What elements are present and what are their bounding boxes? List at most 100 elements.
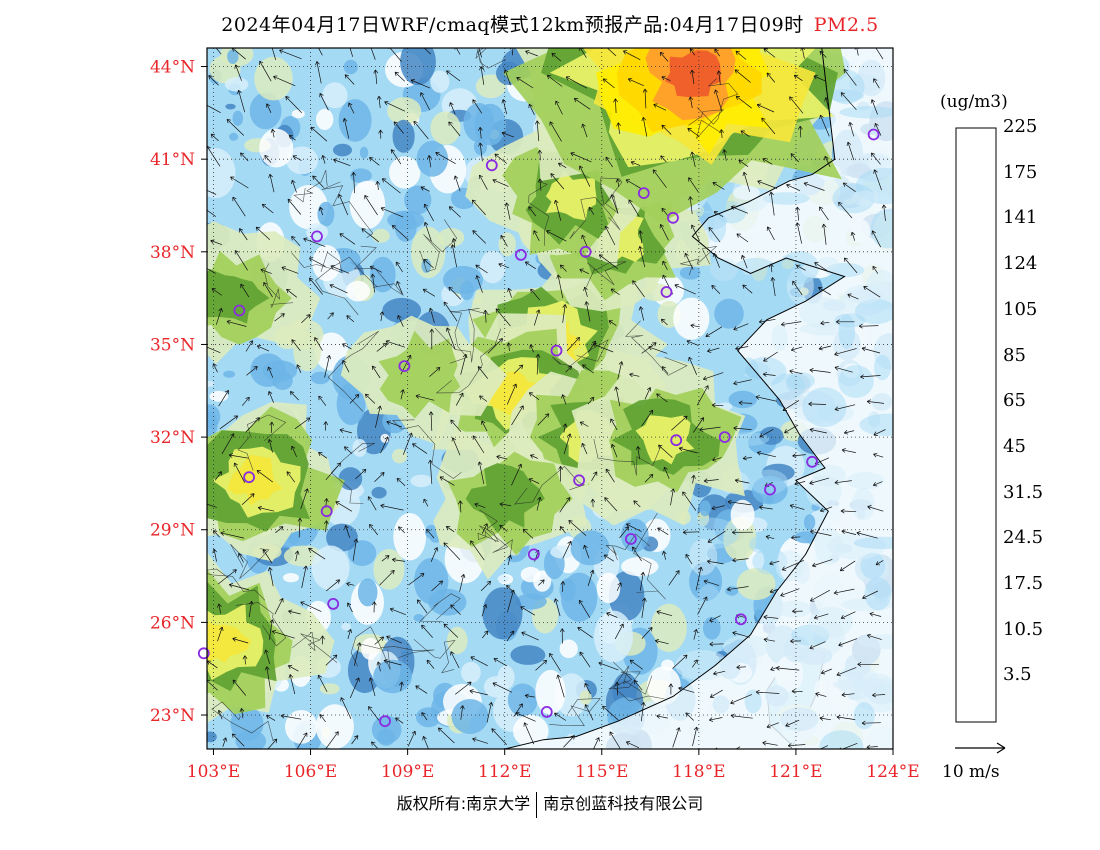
wind-arrow <box>481 630 489 639</box>
wind-arrow <box>445 327 456 350</box>
wind-arrow <box>459 573 466 592</box>
wind-arrow <box>431 580 444 592</box>
wind-arrow <box>561 394 567 405</box>
wind-arrow <box>824 155 831 167</box>
wind-arrow <box>228 583 250 591</box>
wind-arrow <box>719 129 724 139</box>
wind-arrow <box>269 421 275 434</box>
wind-arrow <box>790 346 803 352</box>
wind-arrow <box>605 156 613 168</box>
wind-arrow <box>697 596 708 615</box>
wind-arrow <box>834 365 853 373</box>
wind-arrow <box>479 395 488 402</box>
wind-arrow <box>712 182 725 190</box>
wind-arrow <box>809 427 827 434</box>
sea-texture <box>874 354 891 381</box>
legend-tick-label: 85 <box>1003 344 1026 366</box>
wind-arrow <box>470 656 488 667</box>
texture-blob <box>730 499 755 530</box>
wind-arrow <box>797 125 803 138</box>
city-marker <box>233 304 246 317</box>
texture-blob <box>312 244 341 282</box>
wind-arrow <box>455 392 464 406</box>
wind-arrow <box>296 732 308 749</box>
wind-arrow <box>500 234 508 247</box>
wind-arrow <box>640 702 646 722</box>
wind-arrow <box>713 670 726 676</box>
texture-blob <box>317 201 335 227</box>
wind-arrow <box>384 100 406 112</box>
boundary-line <box>235 602 287 647</box>
wind-arrow <box>521 631 539 641</box>
wind-arrow <box>789 503 805 510</box>
wind-arrow <box>300 488 309 510</box>
wind-arrow <box>380 436 389 454</box>
wind-arrow <box>240 152 249 162</box>
wind-arrow <box>598 661 619 671</box>
wind-arrow <box>873 78 880 89</box>
wind-arrow <box>443 301 458 322</box>
wind-arrow <box>346 315 355 323</box>
wind-arrow <box>584 683 591 695</box>
sea-texture <box>870 209 893 249</box>
sea-texture <box>838 314 856 350</box>
wind-arrow <box>499 502 512 507</box>
wind-arrow <box>692 726 699 747</box>
wind-arrow <box>344 74 355 85</box>
wind-arrow <box>566 336 581 352</box>
wind-arrow <box>218 389 229 407</box>
wind-arrow <box>301 565 308 589</box>
texture-blob <box>372 228 390 243</box>
wind-arrow <box>555 100 563 115</box>
wind-arrow <box>503 69 511 86</box>
city-marker <box>660 286 673 298</box>
wind-arrow <box>369 265 382 273</box>
wind-arrow <box>656 714 668 719</box>
wind-arrow <box>815 692 827 697</box>
lon-tick-label: 115°E <box>575 762 628 782</box>
wind-arrow <box>498 262 510 269</box>
wind-arrow <box>641 342 657 354</box>
wind-arrow <box>471 199 486 216</box>
wind-arrow <box>376 661 382 672</box>
boundary-line <box>605 533 651 561</box>
wind-arrow <box>361 228 379 243</box>
texture-blob <box>209 390 229 402</box>
graticule <box>207 48 893 749</box>
lon-tick-label: 118°E <box>672 762 725 782</box>
wind-arrow <box>623 50 641 61</box>
wind-arrow <box>579 421 589 427</box>
wind-arrow <box>323 421 329 431</box>
texture-blob <box>316 108 334 130</box>
texture-blob <box>393 513 427 561</box>
wind-arrow <box>866 633 882 640</box>
wind-arrow <box>560 581 566 592</box>
texture-blob <box>322 82 348 109</box>
texture-blob <box>343 59 358 75</box>
wind-arrow <box>841 448 856 453</box>
wind-arrow <box>448 206 461 218</box>
legend-tick-label: 10.5 <box>1003 618 1044 640</box>
texture-blob <box>345 280 371 302</box>
wind-arrow <box>763 637 776 643</box>
wind-arrow <box>267 438 273 453</box>
wind-arrow <box>421 712 428 721</box>
sea-texture <box>675 650 730 681</box>
wind-arrow <box>873 169 882 191</box>
wind-arrow <box>288 609 301 615</box>
wind-arrow <box>507 554 513 566</box>
wind-arrow <box>730 694 753 705</box>
boundary-line <box>413 639 456 674</box>
boundary-line <box>321 181 374 239</box>
wind-arrow <box>577 626 593 638</box>
wind-arrow <box>423 203 434 222</box>
wind-arrow <box>573 98 591 110</box>
texture-blob <box>249 92 282 130</box>
sea-texture <box>799 296 845 328</box>
wind-arrow <box>684 252 694 270</box>
wind-arrow <box>716 70 722 85</box>
concentration-field <box>207 48 893 749</box>
wind-arrow <box>257 505 275 512</box>
wind-arrow <box>617 361 624 380</box>
texture-blob <box>370 256 396 293</box>
